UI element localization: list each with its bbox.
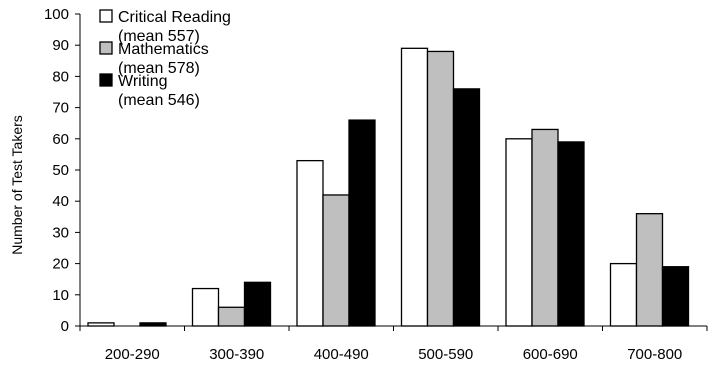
y-tick-label: 30 — [52, 224, 69, 241]
legend-label: Writing — [118, 73, 168, 90]
legend-swatch-critical-reading — [99, 9, 113, 23]
bar-mathematics-300-390 — [217, 306, 246, 327]
legend-mean-label: (mean 546) — [118, 92, 200, 109]
bar-mathematics-600-690 — [531, 128, 559, 327]
bar-writing-300-390 — [243, 281, 272, 327]
bar-critical-reading-600-690 — [505, 138, 533, 327]
y-tick-label: 50 — [52, 162, 69, 179]
x-tick-label: 300-390 — [209, 346, 264, 363]
bar-mathematics-400-490 — [322, 194, 350, 327]
x-tick-label: 500-590 — [418, 346, 473, 363]
legend-mean-label: (mean 557) — [118, 28, 200, 45]
axes-layer — [75, 13, 708, 331]
y-tick-label: 100 — [44, 6, 69, 23]
bar-writing-400-490 — [348, 119, 376, 327]
x-tick-label: 200-290 — [105, 346, 160, 363]
bar-writing-700-800 — [661, 266, 690, 327]
y-tick-label: 80 — [52, 68, 69, 85]
bar-critical-reading-300-390 — [191, 287, 220, 327]
bar-writing-500-590 — [452, 88, 481, 327]
legend-label: Critical Reading — [118, 9, 231, 26]
bar-mathematics-700-800 — [635, 213, 664, 327]
bar-mathematics-500-590 — [426, 50, 455, 327]
y-tick-label: 40 — [52, 193, 69, 210]
bar-critical-reading-400-490 — [296, 159, 324, 327]
y-tick-label: 70 — [52, 100, 69, 117]
x-tick-label: 400-490 — [314, 346, 369, 363]
bar-critical-reading-700-800 — [609, 262, 638, 327]
legend-swatch-writing — [99, 73, 113, 87]
y-tick-label: 60 — [52, 131, 69, 148]
x-tick-label: 700-800 — [627, 346, 682, 363]
y-tick-label: 10 — [52, 287, 69, 304]
bars-layer — [87, 47, 690, 327]
y-tick-label: 90 — [52, 37, 69, 54]
bar-critical-reading-500-590 — [400, 47, 429, 327]
legend: Critical Reading (mean 557)Mathematics (me… — [99, 9, 231, 109]
y-axis-title: Number of Test Takers — [9, 115, 25, 255]
tick-labels-layer: 0 10 20 30 40 50 60 70 80 90 100 200-290 300-390 400-… — [44, 6, 682, 363]
legend-label: Mathematics — [118, 41, 209, 58]
x-tick-label: 600-690 — [523, 346, 578, 363]
y-tick-label: 20 — [52, 256, 69, 273]
bar-writing-600-690 — [557, 141, 585, 327]
legend-swatch-mathematics — [99, 41, 113, 55]
y-tick-label: 0 — [61, 318, 69, 335]
legend-mean-label: (mean 578) — [118, 60, 200, 77]
